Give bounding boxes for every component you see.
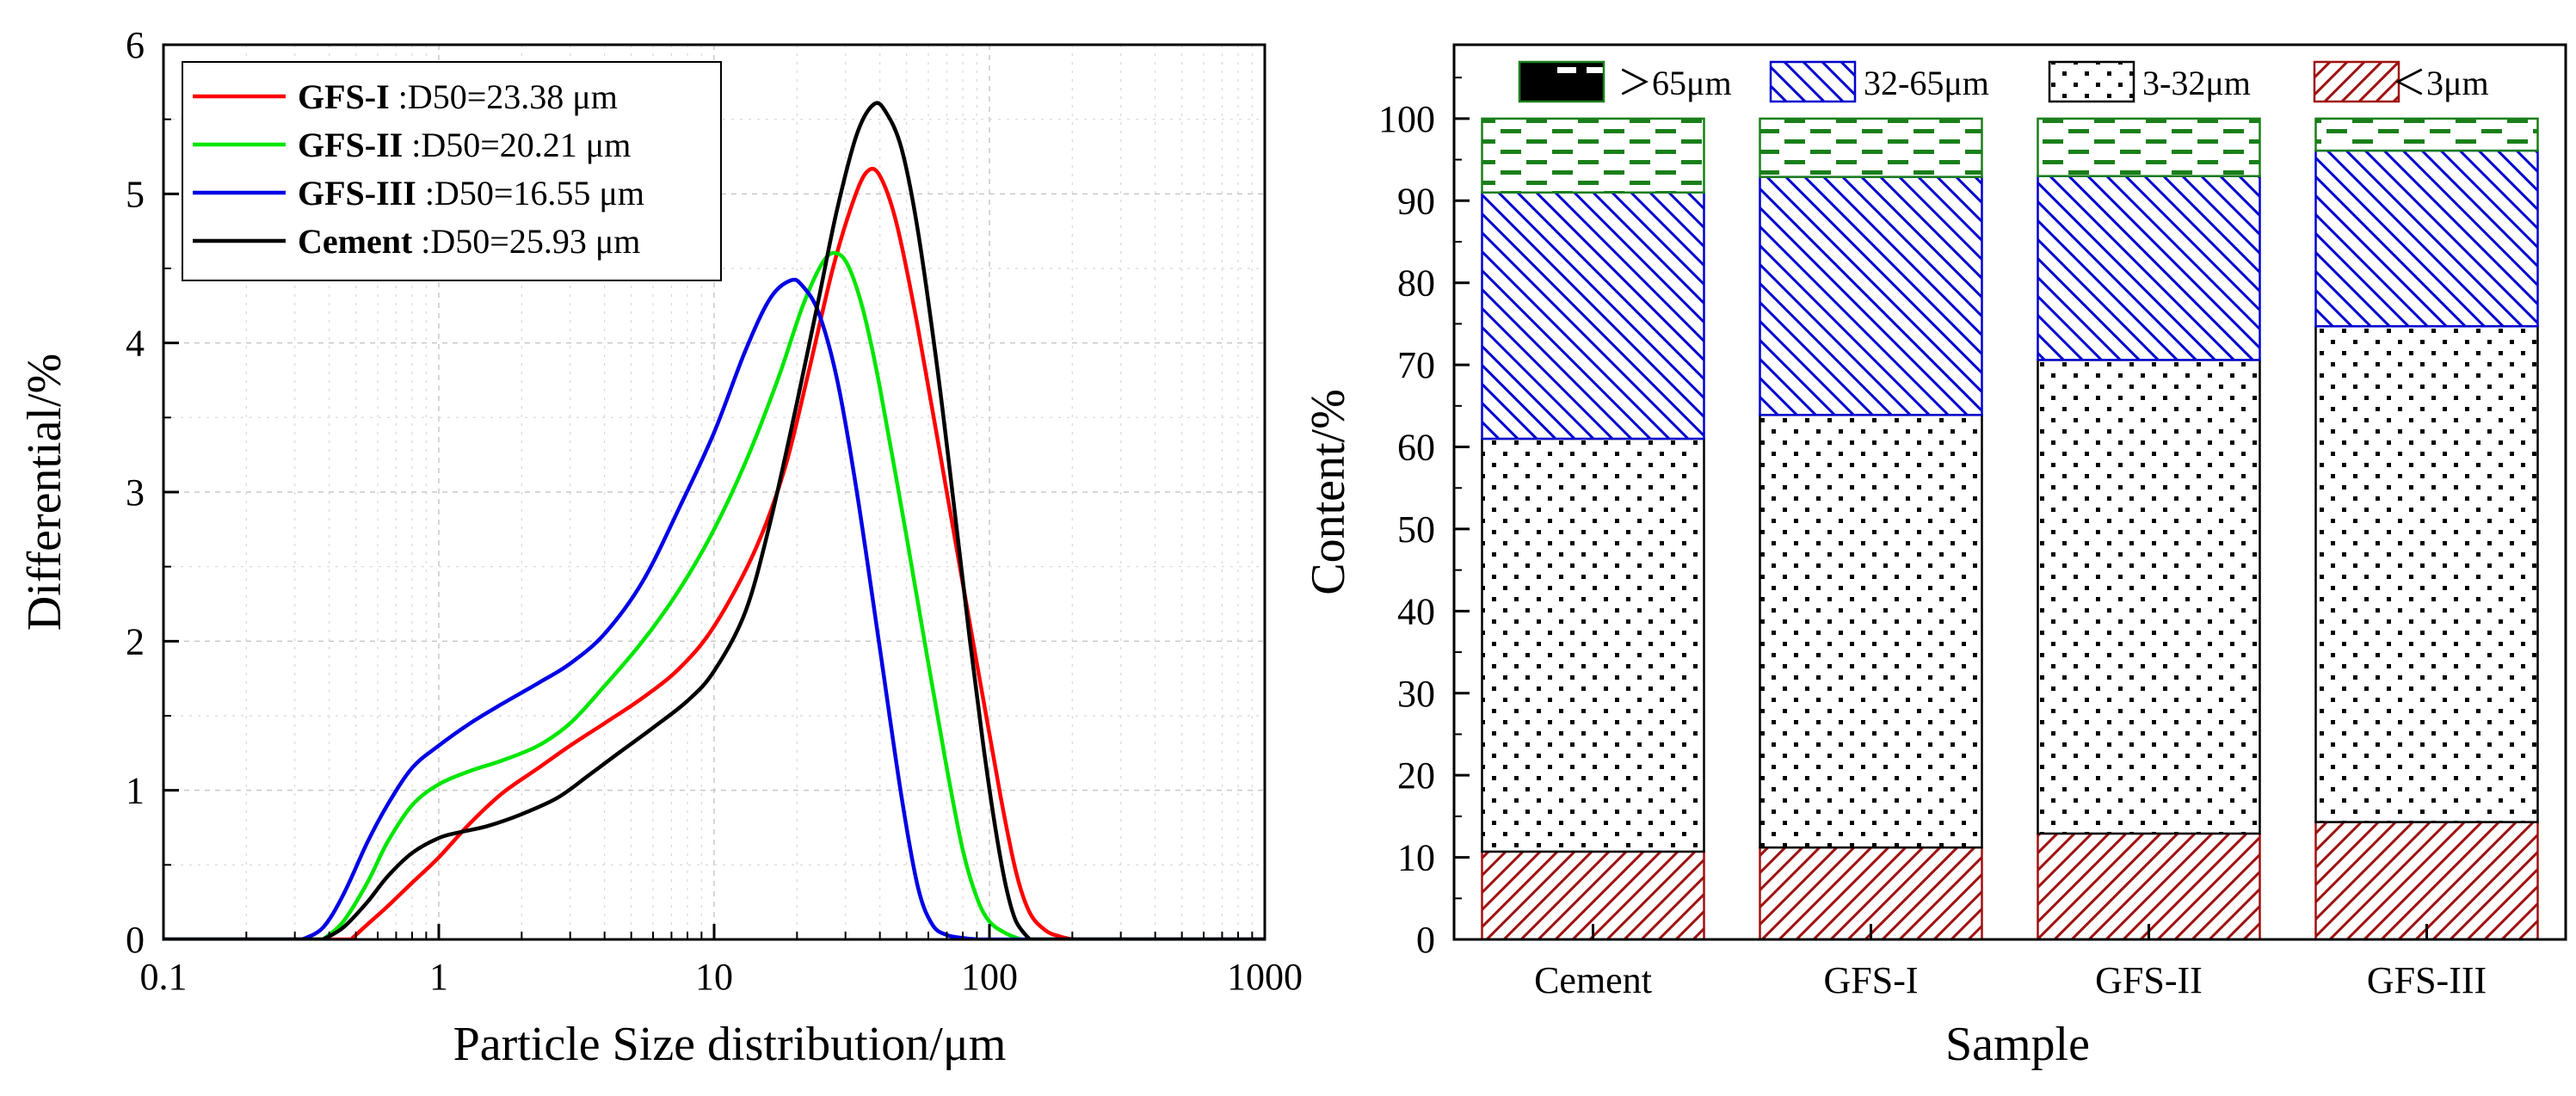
bar-segment-gt65 [2037, 117, 2261, 177]
legend-label-m3_32: 3-32μm [2142, 64, 2251, 102]
y-tick-label: 0 [1416, 919, 1435, 961]
y-tick-label: 100 [1378, 98, 1435, 140]
x-tick-label: 10 [695, 956, 733, 998]
y-tick-label: 50 [1397, 508, 1435, 551]
curve-gfs2 [163, 250, 1265, 939]
y-tick-label: 60 [1397, 427, 1435, 469]
bar-segment-gt65 [2314, 117, 2539, 152]
bar-segment-m3_32 [2314, 325, 2539, 823]
x-category-label: GFS-III [2367, 959, 2487, 1001]
right-legend: ＞65μm 32-65μm 3-32μm ＜3μm [1518, 60, 2489, 103]
curve-gfs1 [163, 166, 1265, 939]
right-x-axis-title: Sample [1945, 1018, 2090, 1071]
y-tick-label: 5 [126, 173, 145, 215]
legend-name: GFS-I [298, 77, 390, 116]
y-tick-label: 20 [1397, 754, 1435, 797]
bar-segment-m32_65 [1759, 175, 1983, 416]
bar-segment-gt65 [1481, 117, 1705, 194]
left-axes: 0.1 1 10 100 1000 0 1 2 3 4 5 6 [126, 24, 1303, 998]
legend-swatch-m3_32 [2048, 60, 2135, 103]
y-tick-label: 90 [1397, 180, 1435, 222]
x-category-label: Cement [1534, 959, 1652, 1001]
legend-label-gfs3: GFS-III :D50=16.55 μm [298, 174, 644, 212]
legend-label-cement: Cement :D50=25.93 μm [298, 222, 640, 261]
right-axes: 0 10 20 30 40 50 60 70 80 90 100 Cement GFS-I GFS-II G… [1378, 43, 2567, 1001]
y-tick-label: 4 [126, 323, 145, 365]
curve-cement [163, 101, 1265, 939]
curve-gfs3 [163, 277, 1265, 939]
legend-d50: :D50=20.21 μm [403, 126, 631, 164]
y-tick-label: 80 [1397, 262, 1435, 305]
left-legend-box [182, 61, 722, 281]
legend-name: GFS-II [298, 126, 403, 164]
y-tick-label: 1 [126, 770, 145, 812]
y-tick-label: 70 [1397, 344, 1435, 386]
left-x-axis-title: Particle Size distribution/μm [453, 1018, 1007, 1071]
bar-segment-m32_65 [1481, 191, 1705, 440]
bar-segment-m32_65 [2314, 149, 2539, 328]
bar-segment-m3_32 [1759, 414, 1983, 849]
bar-segment-m32_65 [2037, 175, 2261, 361]
legend-d50: :D50=16.55 μm [416, 174, 644, 212]
legend-swatch-m32_65 [1769, 60, 1857, 103]
right-bars [1481, 117, 2539, 941]
left-y-axis-title: Differential/% [18, 354, 71, 631]
legend-label-gfs2: GFS-II :D50=20.21 μm [298, 126, 631, 164]
x-category-label: GFS-II [2095, 959, 2203, 1001]
right-plot-frame [1452, 43, 2567, 941]
bar-segment-lt3 [2314, 821, 2539, 941]
legend-d50: :D50=23.38 μm [390, 77, 618, 116]
y-tick-label: 6 [126, 24, 145, 66]
bar-segment-lt3 [2037, 832, 2261, 941]
x-tick-label: 1 [429, 956, 448, 998]
y-tick-label: 0 [126, 919, 145, 961]
y-tick-label: 40 [1397, 590, 1435, 632]
content-stacked-bar-chart: 0 10 20 30 40 50 60 70 80 90 100 Cement GFS-I GFS-II G… [1302, 43, 2567, 1071]
y-tick-label: 2 [126, 620, 145, 662]
legend-name: GFS-III [298, 174, 416, 212]
y-tick-label: 10 [1397, 837, 1435, 879]
legend-label-lt3: ＜3μm [2392, 64, 2489, 102]
x-tick-label: 0.1 [140, 956, 188, 998]
bar-segment-m3_32 [2037, 359, 2261, 835]
legend-d50: :D50=25.93 μm [412, 222, 640, 261]
bar-segment-gt65 [1759, 117, 1983, 178]
legend-swatch-gt65 [1518, 60, 1605, 103]
legend-label-gt65: ＞65μm [1618, 64, 1732, 102]
bar-segment-m3_32 [1481, 437, 1705, 853]
right-y-axis-title: Content/% [1302, 389, 1355, 595]
particle-size-distribution-chart: 0.1 1 10 100 1000 0 1 2 3 4 5 6 Differential/% Part… [18, 24, 1303, 1071]
x-category-label: GFS-I [1823, 959, 1918, 1001]
x-tick-label: 1000 [1227, 956, 1303, 998]
legend-label-gfs1: GFS-I :D50=23.38 μm [298, 77, 618, 116]
x-tick-label: 100 [961, 956, 1018, 998]
left-curves [163, 101, 1265, 939]
y-tick-label: 30 [1397, 673, 1435, 715]
legend-swatch-lt3 [2313, 60, 2400, 103]
legend-label-m32_65: 32-65μm [1864, 64, 1989, 102]
legend-name: Cement [298, 222, 413, 261]
y-tick-label: 3 [126, 471, 145, 514]
